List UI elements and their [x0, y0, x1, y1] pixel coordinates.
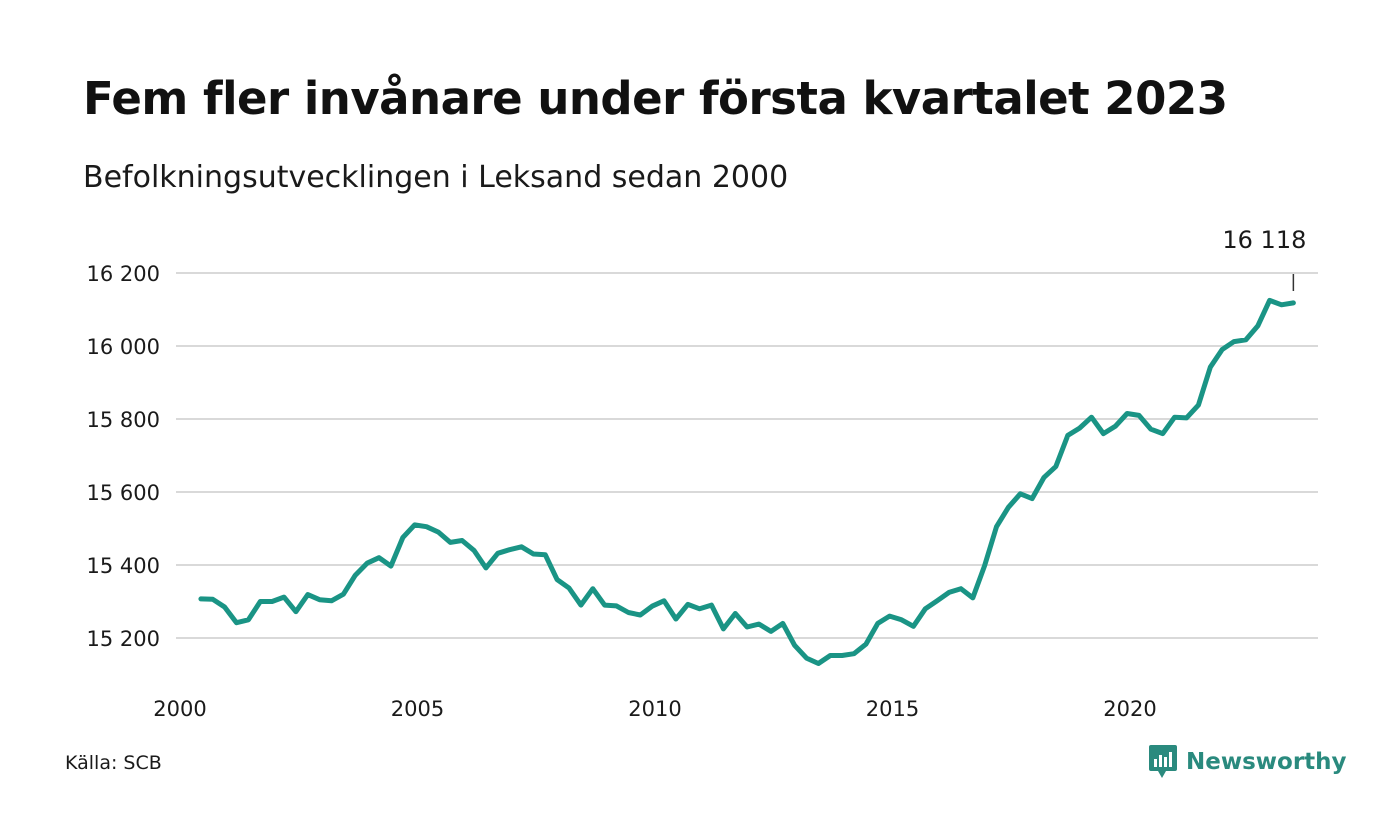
y-tick-label: 16 000 [87, 335, 160, 359]
x-tick-label: 2000 [153, 697, 206, 721]
chart-bubble-icon [1149, 745, 1177, 778]
brand-logo: Newsworthy [1148, 744, 1347, 780]
y-tick-label: 15 800 [87, 408, 160, 432]
brand-name: Newsworthy [1186, 749, 1347, 775]
y-tick-label: 15 200 [87, 627, 160, 651]
x-tick-label: 2015 [866, 697, 919, 721]
y-tick-label: 15 400 [87, 554, 160, 578]
source-note: Källa: SCB [65, 752, 162, 774]
x-tick-label: 2010 [628, 697, 681, 721]
y-tick-label: 16 200 [87, 262, 160, 286]
population-line [198, 297, 1296, 666]
chart-subtitle: Befolkningsutvecklingen i Leksand sedan … [83, 160, 789, 195]
x-tick-label: 2005 [391, 697, 444, 721]
y-tick-label: 15 600 [87, 481, 160, 505]
x-tick-label: 2020 [1103, 697, 1156, 721]
chart-title: Fem fler invånare under första kvartalet… [83, 72, 1228, 125]
last-value-label: 16 118 [1222, 226, 1306, 254]
